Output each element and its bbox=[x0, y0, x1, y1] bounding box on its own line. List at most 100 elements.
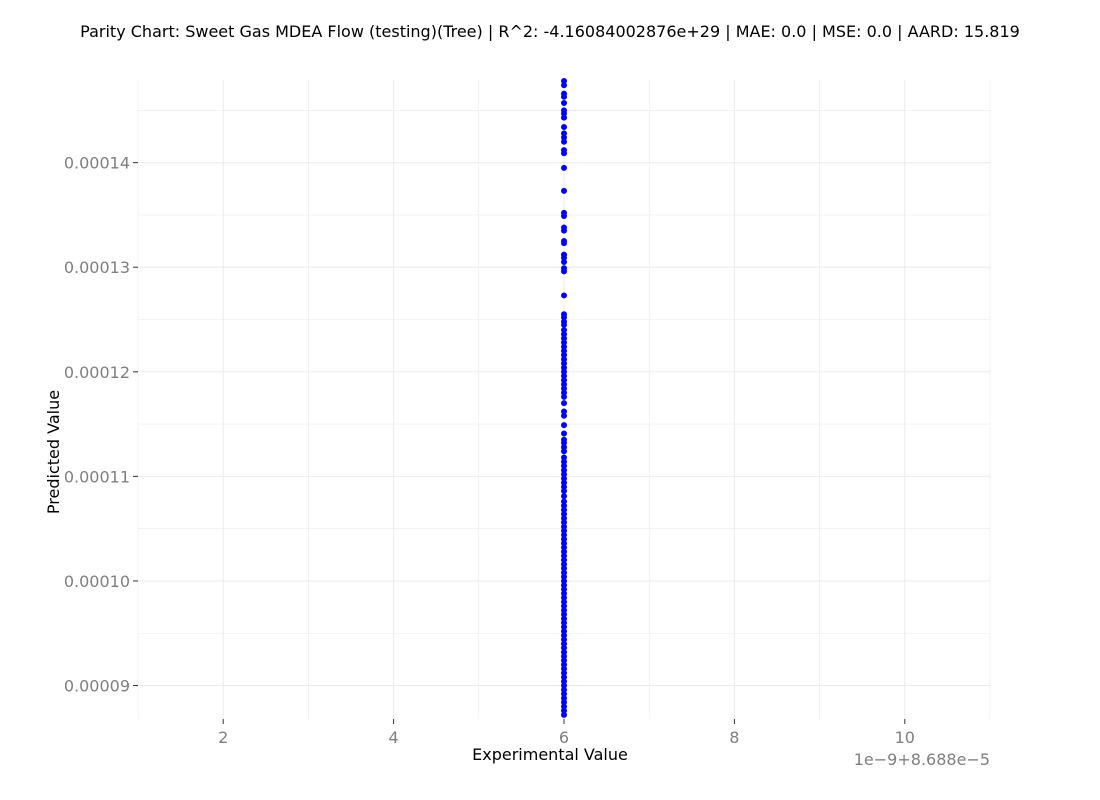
data-point bbox=[561, 653, 567, 660]
data-point bbox=[561, 669, 567, 676]
x-tick-label: 4 bbox=[389, 728, 399, 747]
data-point bbox=[561, 82, 567, 89]
data-point bbox=[561, 540, 567, 547]
data-point bbox=[561, 78, 567, 85]
data-point bbox=[561, 385, 567, 392]
data-point bbox=[561, 326, 567, 333]
data-point bbox=[561, 268, 567, 275]
x-tick-label: 8 bbox=[729, 728, 739, 747]
data-point bbox=[561, 628, 567, 635]
x-axis-label: Experimental Value bbox=[472, 745, 628, 764]
data-point bbox=[561, 615, 567, 622]
data-point bbox=[561, 686, 567, 693]
y-tick-label: 0.00010 bbox=[64, 572, 130, 591]
data-point bbox=[561, 467, 567, 474]
y-tick-label: 0.00013 bbox=[64, 258, 130, 277]
data-point bbox=[561, 471, 567, 478]
data-point bbox=[561, 356, 567, 363]
data-point bbox=[561, 544, 567, 551]
data-point bbox=[561, 573, 567, 580]
data-point bbox=[561, 569, 567, 576]
data-point bbox=[561, 479, 567, 486]
chart-title: Parity Chart: Sweet Gas MDEA Flow (testi… bbox=[80, 22, 1020, 41]
y-axis-label: Predicted Value bbox=[44, 390, 63, 514]
data-point bbox=[561, 515, 567, 522]
data-point bbox=[561, 603, 567, 610]
data-point bbox=[561, 640, 567, 647]
data-point bbox=[561, 483, 567, 490]
data-point bbox=[561, 343, 567, 350]
data-point bbox=[561, 331, 567, 338]
data-point bbox=[561, 364, 567, 371]
x-axis-offset-label: 1e−9+8.688e−5 bbox=[854, 750, 990, 769]
data-point bbox=[561, 100, 567, 107]
x-tick-label: 10 bbox=[895, 728, 915, 747]
data-point bbox=[561, 335, 567, 342]
data-point bbox=[561, 321, 567, 328]
data-point bbox=[561, 130, 567, 137]
data-point bbox=[561, 422, 567, 429]
data-point bbox=[561, 590, 567, 597]
data-point bbox=[561, 258, 567, 265]
data-point bbox=[561, 389, 567, 396]
data-point bbox=[561, 523, 567, 530]
data-point bbox=[561, 665, 567, 672]
data-point bbox=[561, 623, 567, 630]
data-point bbox=[561, 493, 567, 500]
data-point bbox=[561, 657, 567, 664]
data-points bbox=[561, 78, 567, 718]
data-point bbox=[561, 699, 567, 706]
data-point bbox=[561, 114, 567, 121]
data-point bbox=[561, 536, 567, 543]
data-point bbox=[561, 594, 567, 601]
data-point bbox=[561, 393, 567, 400]
axis-ticks: 2 4 6 8 10 0.00009 0.00010 0.00011 0.00012 0.0001… bbox=[64, 154, 915, 747]
data-point bbox=[561, 611, 567, 618]
data-point bbox=[561, 408, 567, 415]
data-point bbox=[561, 368, 567, 375]
data-point bbox=[561, 557, 567, 564]
data-point bbox=[561, 134, 567, 141]
data-point bbox=[561, 292, 567, 299]
data-point bbox=[561, 561, 567, 568]
y-tick-label: 0.00014 bbox=[64, 154, 130, 173]
data-point bbox=[561, 607, 567, 614]
y-tick-label: 0.00011 bbox=[64, 467, 130, 486]
x-tick-label: 6 bbox=[559, 728, 569, 747]
data-point bbox=[561, 458, 567, 465]
data-point bbox=[561, 138, 567, 145]
data-point bbox=[561, 519, 567, 526]
data-point bbox=[561, 110, 567, 117]
data-point bbox=[561, 352, 567, 359]
data-point bbox=[561, 502, 567, 509]
data-point bbox=[561, 527, 567, 534]
data-point bbox=[561, 661, 567, 668]
data-point bbox=[561, 565, 567, 572]
data-point bbox=[561, 164, 567, 171]
data-point bbox=[561, 644, 567, 651]
data-point bbox=[561, 372, 567, 379]
data-point bbox=[561, 678, 567, 685]
data-point bbox=[561, 150, 567, 157]
y-tick-label: 0.00009 bbox=[64, 677, 130, 696]
data-point bbox=[561, 339, 567, 346]
data-point bbox=[561, 577, 567, 584]
x-tick-label: 2 bbox=[218, 728, 228, 747]
data-point bbox=[561, 360, 567, 367]
data-point bbox=[561, 439, 567, 446]
data-point bbox=[561, 506, 567, 513]
data-point bbox=[561, 314, 567, 321]
data-point bbox=[561, 552, 567, 559]
data-point bbox=[561, 649, 567, 656]
data-point bbox=[561, 444, 567, 451]
data-point bbox=[561, 430, 567, 437]
data-point bbox=[561, 707, 567, 714]
data-point bbox=[561, 511, 567, 518]
data-point bbox=[561, 412, 567, 419]
data-point bbox=[561, 711, 567, 718]
data-point bbox=[561, 548, 567, 555]
data-point bbox=[561, 586, 567, 593]
data-point bbox=[561, 454, 567, 461]
data-point bbox=[561, 254, 567, 261]
data-point bbox=[561, 598, 567, 605]
